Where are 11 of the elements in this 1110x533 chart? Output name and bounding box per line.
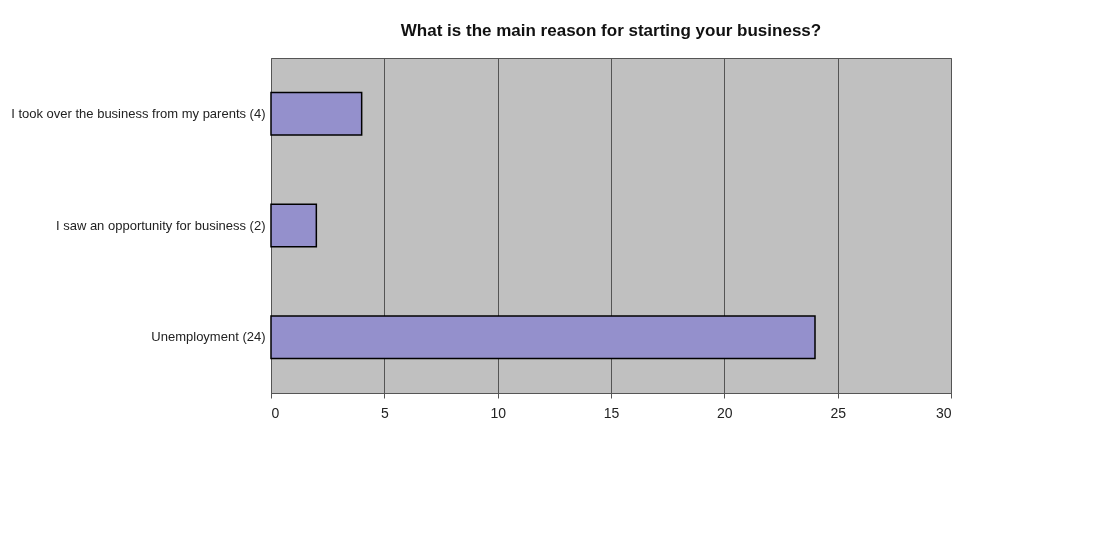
y-tick-label: Unemployment (24) — [151, 329, 266, 345]
x-tick-label: 20 — [717, 404, 733, 421]
y-tick-label: I saw an opportunity for business (2) — [55, 217, 266, 233]
x-tick-label: 0 — [271, 404, 280, 421]
x-tick-label: 5 — [380, 404, 389, 421]
x-tick-label: 30 — [935, 404, 952, 421]
y-tick-label: I took over the business from my parents (4) — [11, 105, 266, 121]
x-tick-label: 25 — [830, 404, 847, 421]
x-tick-label: 15 — [603, 404, 620, 421]
chart-title: What is the main reason for starting your business? — [400, 21, 822, 40]
x-tick-label: 10 — [490, 404, 507, 421]
